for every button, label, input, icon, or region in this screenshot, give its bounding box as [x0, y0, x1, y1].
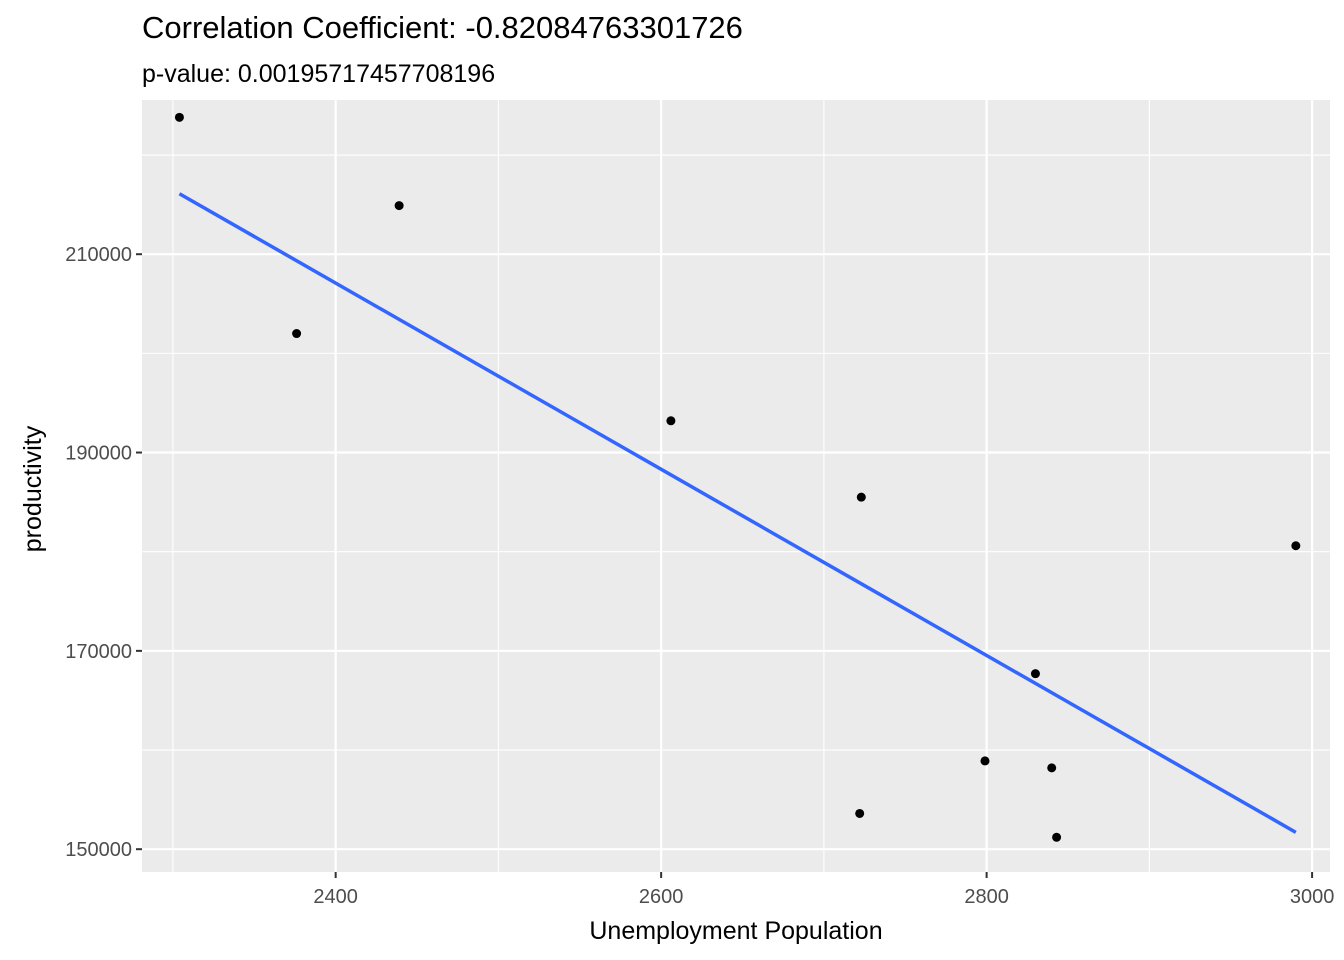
data-point [292, 329, 302, 339]
y-tick-label: 210000 [65, 244, 132, 266]
plot-panel [142, 100, 1330, 872]
data-point [174, 112, 184, 122]
y-axis-title: productivity [19, 425, 47, 552]
data-point [394, 201, 404, 211]
x-tick-label: 2800 [964, 886, 1009, 908]
y-tick-label: 150000 [65, 839, 132, 861]
data-point [1052, 832, 1062, 842]
data-point [855, 808, 865, 818]
chart-subtitle: p-value: 0.00195717457708196 [142, 60, 496, 88]
minor-grid [142, 100, 1330, 872]
data-points [174, 112, 1301, 842]
data-point [856, 492, 866, 502]
data-point [666, 416, 676, 426]
y-axis: 150000 170000 190000 210000 [65, 244, 142, 861]
major-grid [142, 100, 1330, 872]
x-tick-label: 2600 [639, 886, 684, 908]
x-axis: 2400 2600 2800 3000 [313, 872, 1334, 908]
trend-line-group [178, 192, 1297, 834]
y-tick-label: 170000 [65, 641, 132, 663]
x-axis-title: Unemployment Population [589, 917, 882, 945]
data-point [980, 756, 990, 766]
x-tick-label: 3000 [1290, 886, 1335, 908]
trend-line [178, 192, 1297, 834]
data-point [1030, 669, 1040, 679]
data-point [1047, 763, 1057, 773]
data-point [1291, 541, 1301, 551]
x-tick-label: 2400 [313, 886, 358, 908]
y-tick-label: 190000 [65, 443, 132, 465]
chart-title: Correlation Coefficient: -0.820847633017… [142, 10, 743, 45]
